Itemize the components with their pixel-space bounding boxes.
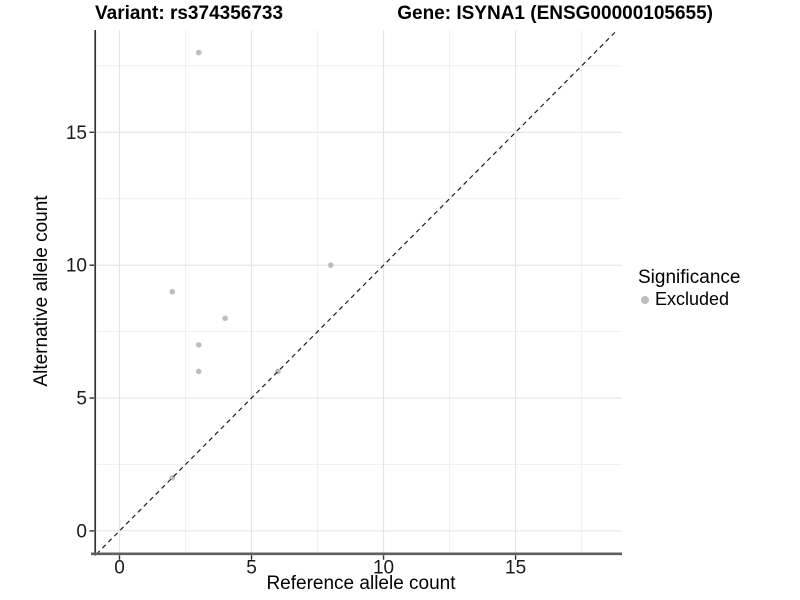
plot-title-gene: Gene: ISYNA1 (ENSG00000105655): [397, 3, 713, 24]
x-tick-label: 10: [373, 558, 394, 579]
legend-title: Significance: [638, 267, 741, 288]
x-axis-title: Reference allele count: [266, 573, 456, 594]
legend-point-icon: [641, 295, 649, 304]
y-tick-label: 10: [66, 256, 87, 277]
data-point: [169, 288, 176, 295]
legend: Significance Excluded: [638, 266, 740, 310]
x-tick-label: 0: [114, 558, 125, 579]
data-point: [327, 262, 334, 268]
data-point: [222, 315, 228, 322]
data-point: [195, 49, 202, 56]
x-tick-label: 15: [505, 558, 526, 579]
legend-item-label: Excluded: [655, 289, 730, 309]
legend-item-excluded: Excluded: [638, 289, 740, 310]
y-tick-label: 5: [76, 389, 87, 410]
data-point: [195, 342, 202, 348]
y-tick-label: 0: [76, 521, 87, 542]
identity-line: [96, 29, 618, 555]
y-tick-label: 15: [66, 123, 87, 144]
plot-title-variant: Variant: rs374356733: [95, 3, 284, 24]
x-tick-label: 5: [246, 558, 257, 579]
data-point: [195, 368, 202, 375]
title-row: Variant: rs374356733 Gene: ISYNA1 (ENSG0…: [95, 3, 713, 25]
